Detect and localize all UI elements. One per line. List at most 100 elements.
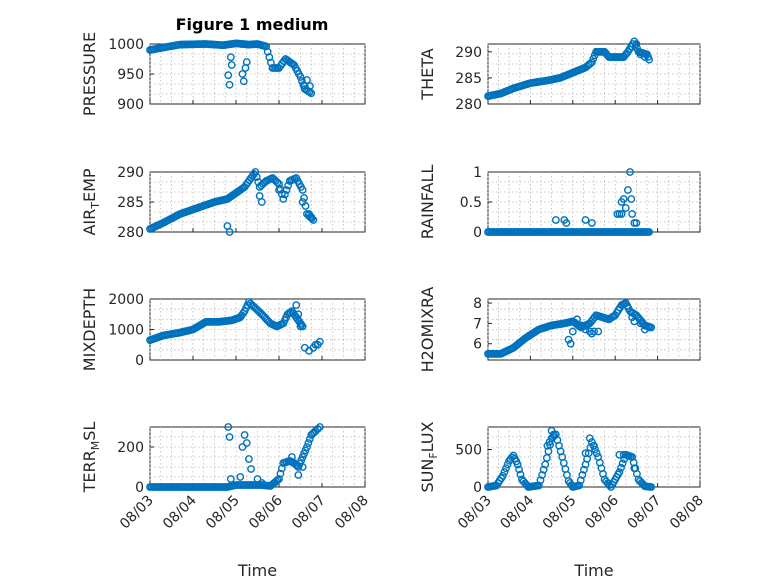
data-point [296,73,305,81]
data-point [315,337,324,346]
axes-box [149,43,366,105]
data-point [545,438,554,446]
data-point [304,439,313,447]
data-point [242,58,251,66]
y-tick-label: 0 [135,480,144,496]
data-point [281,190,289,199]
x-axis-label: Time [237,561,277,580]
data-point [303,443,311,451]
data-point [273,476,282,485]
x-tick-label: 08/04 [160,492,200,532]
data-point [273,178,282,187]
y-tick-label: 290 [117,165,144,181]
y-axis-label: MIXDEPTH [80,288,99,371]
data-point [640,325,649,334]
y-tick-label: 950 [117,67,144,83]
data-point [315,423,324,431]
y-tick-label: 1000 [108,37,144,53]
y-tick-label: 900 [117,97,144,113]
data-point [238,70,247,78]
subplot-sun-flux: 0 500 08/03 08/04 08/05 08/06 08/07 08/08 SUNFLU… [418,421,707,580]
data-point [564,335,573,344]
data-point [624,186,632,194]
data-point [502,464,510,473]
data-point [307,89,316,98]
data-point [279,195,288,203]
data-point [252,173,261,181]
data-point [239,77,248,86]
axes-box [149,426,366,488]
x-tick-label: 08/06 [582,492,622,532]
y-axis-label: THETA [418,48,437,100]
data-point [275,475,283,483]
y-axis-label: PRESSURE [80,32,99,116]
data-point [587,219,596,227]
data-point [591,445,599,454]
data-point [513,460,522,469]
data-point [566,339,575,348]
data-point [619,450,628,459]
data-point [227,61,236,69]
subplot-theta: 280 285 290 THETA [418,37,701,113]
data-point [645,323,654,332]
data-point [313,425,322,433]
data-point [618,459,627,468]
data-point [587,58,596,67]
data-point [590,441,598,450]
data-point [307,213,316,221]
data-point [585,434,594,443]
data-point [590,327,598,336]
data-point [647,483,656,491]
data-point [617,210,626,218]
data-point [617,463,625,472]
data-point [297,321,306,329]
data-point [298,463,307,471]
data-point [587,438,596,446]
data-point [581,449,590,458]
data-point [632,219,641,227]
data-point [594,327,603,336]
y-tick-label: 1 [473,165,482,181]
data-point [516,470,525,479]
subplot-terr-msl: 0 200 08/03 08/04 08/05 08/06 08/07 08/08 TERRMS… [80,422,372,580]
x-tick-label: 08/03 [455,493,495,533]
y-tick-label: 0 [473,480,482,496]
data-point [632,40,641,48]
x-tick-label: 08/03 [117,493,157,533]
data-point [575,481,584,490]
axes-box [149,171,366,233]
data-point [225,433,234,441]
x-tick-label: 08/04 [497,492,537,532]
y-tick-label: 280 [455,97,482,113]
data-point [238,443,247,451]
y-tick-label: 280 [117,225,144,241]
data-point [257,198,266,206]
data-point [287,453,296,461]
y-tick-label: 200 [117,440,144,456]
data-point [628,313,637,322]
data-point [630,464,639,473]
data-point [628,228,637,236]
x-tick-label: 08/08 [332,493,372,533]
data-point [536,476,545,485]
data-point [294,471,303,479]
data-point [240,431,249,439]
data-point [303,76,311,84]
data-point [515,465,523,474]
data-point [568,327,577,336]
y-tick-label: 500 [455,443,482,459]
data-point [292,301,301,309]
data-point [251,168,260,176]
subplot-air-temp: 280 285 290 AIRTEMP [80,165,366,241]
data-point [242,439,251,447]
data-point [298,186,307,194]
data-point [275,186,283,194]
data-point [253,475,262,483]
y-axis-label: SUNFLUX [418,421,440,492]
y-tick-label: 1000 [108,323,144,339]
subplot-mixdepth: 0 1000 2000 MIXDEPTH [80,288,366,371]
subplot-pressure: 900 950 1000 PRESSURE [80,32,366,116]
x-tick-label: 08/06 [246,492,286,532]
data-point [226,53,235,62]
